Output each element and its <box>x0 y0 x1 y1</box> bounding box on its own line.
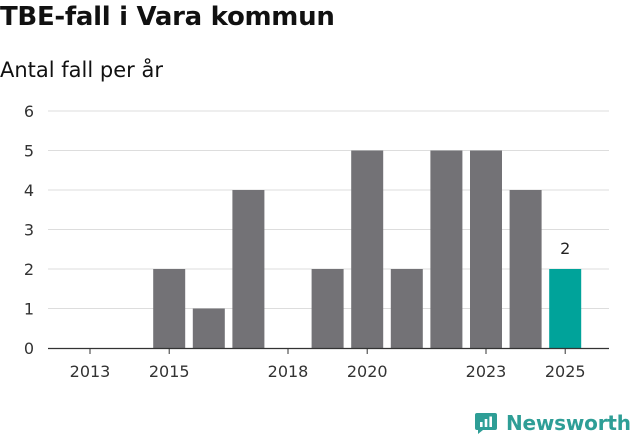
bar-2021 <box>390 269 423 348</box>
y-axis-ticks: 0 1 2 3 4 5 6 <box>24 102 34 358</box>
chart-subtitle: Antal fall per år <box>0 58 163 82</box>
newsworthy-logo-icon <box>475 413 497 434</box>
x-axis: 2013 2015 2018 2020 2023 2025 <box>48 347 609 381</box>
x-tick-label: 2013 <box>70 362 111 381</box>
newsworthy-brand: Newsworthy <box>474 407 631 439</box>
x-tick-label: 2023 <box>466 362 507 381</box>
bar-2024 <box>509 190 542 348</box>
bar-2016 <box>192 308 225 348</box>
data-label: 2 <box>560 239 570 258</box>
y-tick-label: 3 <box>24 221 34 240</box>
brand-name: Newsworthy <box>506 411 631 435</box>
y-tick-label: 0 <box>24 339 34 358</box>
y-tick-label: 5 <box>24 142 34 161</box>
chart-title: TBE-fall i Vara kommun <box>0 2 335 32</box>
bar-2022 <box>430 150 463 348</box>
y-tick-label: 6 <box>24 102 34 121</box>
bar-2017 <box>232 190 265 348</box>
bar-2015 <box>153 269 186 348</box>
data-labels: 2 <box>560 239 570 258</box>
x-tick-label: 2018 <box>268 362 309 381</box>
x-tick-label: 2020 <box>347 362 388 381</box>
bar-2020 <box>351 150 384 348</box>
bars <box>153 150 582 348</box>
x-tick-label: 2025 <box>545 362 586 381</box>
bar-2023 <box>470 150 502 348</box>
bar-2025 <box>549 269 582 348</box>
y-tick-label: 4 <box>24 181 34 200</box>
bar-2019 <box>311 269 344 348</box>
y-tick-label: 2 <box>24 260 34 279</box>
x-tick-label: 2015 <box>149 362 190 381</box>
y-tick-label: 1 <box>24 300 34 319</box>
